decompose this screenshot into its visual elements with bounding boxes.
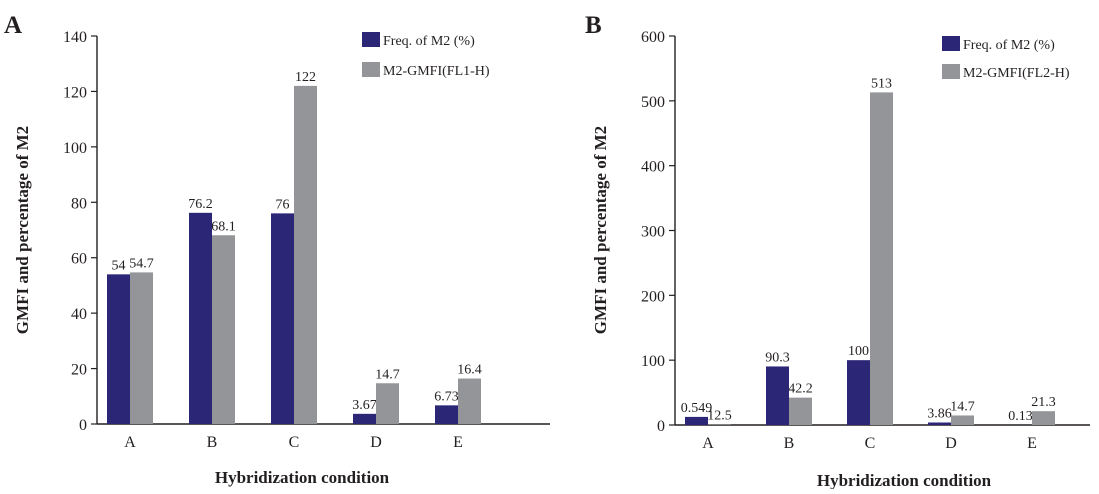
bar-freq-d [353,414,376,424]
bar-freq-a [685,417,708,425]
legend: Freq. of M2 (%) M2-GMFI(FL1-H) [362,32,490,79]
bar-gmfi-d [951,415,974,425]
bar-freq-c [271,213,294,424]
y-tick-label: 400 [641,159,665,176]
legend-swatch [942,64,960,79]
data-label: 68.1 [211,219,236,234]
data-label: 3.67 [352,398,377,413]
y-tick-label: 600 [641,29,665,46]
panel-letter: A [4,12,22,39]
bar-freq-c [847,360,870,425]
y-axis-title: GMFI and percentage of M2 [13,126,32,334]
data-label: 3.86 [927,406,952,421]
legend: Freq. of M2 (%) M2-GMFI(FL2-H) [942,36,1070,81]
panel-letter: B [585,12,602,39]
data-label: 14.7 [950,399,975,414]
y-tick-label: 80 [71,195,87,212]
bar-gmfi-c [870,92,893,425]
data-label: 76.2 [188,197,213,212]
data-label: 76 [276,197,290,212]
y-tick-label: 100 [63,140,87,157]
legend-swatch [362,32,380,47]
bar-freq-b [766,366,789,425]
y-tick-label: 200 [641,288,665,305]
bar-freq-e [435,405,458,424]
data-label: 90.3 [765,350,790,365]
legend-label: Freq. of M2 (%) [383,34,475,49]
data-label: 54.7 [129,256,154,271]
y-tick-label: 500 [641,94,665,111]
bar-freq-a [107,274,130,424]
data-label: 21.3 [1031,395,1056,410]
legend-swatch [362,62,380,77]
data-label: 14.7 [375,367,400,382]
x-tick-label: C [865,435,876,452]
y-tick-label: 140 [63,29,87,46]
y-tick-label: 60 [71,251,87,268]
x-tick-label: A [702,435,714,452]
data-label: 122 [295,70,316,85]
x-tick-label: E [1027,435,1037,452]
data-label: 100 [848,344,869,359]
bar-gmfi-e [458,379,481,424]
legend-label: M2-GMFI(FL2-H) [963,66,1070,81]
x-tick-label: D [370,434,382,451]
data-label: 42.2 [788,382,813,397]
x-tick-label: B [784,435,795,452]
x-tick-label: D [945,435,957,452]
bar-gmfi-a [130,272,153,424]
data-label: 54 [112,258,126,273]
bar-gmfi-e [1032,411,1055,425]
y-tick-label: 0 [657,418,665,435]
data-label: 16.4 [457,363,482,378]
x-axis-title: Hybridization condition [817,471,992,489]
chart-panel-b: B01002003004005006000.54912.5A90.342.2B1… [585,12,1090,489]
y-tick-label: 300 [641,224,665,241]
data-label: 12.5 [707,409,732,424]
legend-label: Freq. of M2 (%) [963,38,1055,53]
y-tick-label: 20 [71,362,87,379]
data-label: 6.73 [434,389,459,404]
y-tick-label: 120 [63,84,87,101]
bar-gmfi-b [212,235,235,424]
bar-gmfi-d [376,383,399,424]
y-axis-title: GMFI and percentage of M2 [591,126,610,334]
x-tick-label: E [453,434,463,451]
legend-swatch [942,36,960,51]
bar-gmfi-b [789,398,812,425]
y-tick-label: 0 [79,417,87,434]
y-tick-label: 40 [71,306,87,323]
x-axis-title: Hybridization condition [215,468,390,487]
bar-gmfi-c [294,86,317,424]
x-tick-label: C [289,434,300,451]
bar-freq-b [189,213,212,424]
x-tick-label: B [207,434,218,451]
data-label: 0.13 [1008,409,1033,424]
y-tick-label: 100 [641,353,665,370]
bar-freq-d [928,422,951,425]
data-label: 513 [871,76,892,91]
legend-label: M2-GMFI(FL1-H) [383,64,490,79]
x-tick-label: A [124,434,136,451]
